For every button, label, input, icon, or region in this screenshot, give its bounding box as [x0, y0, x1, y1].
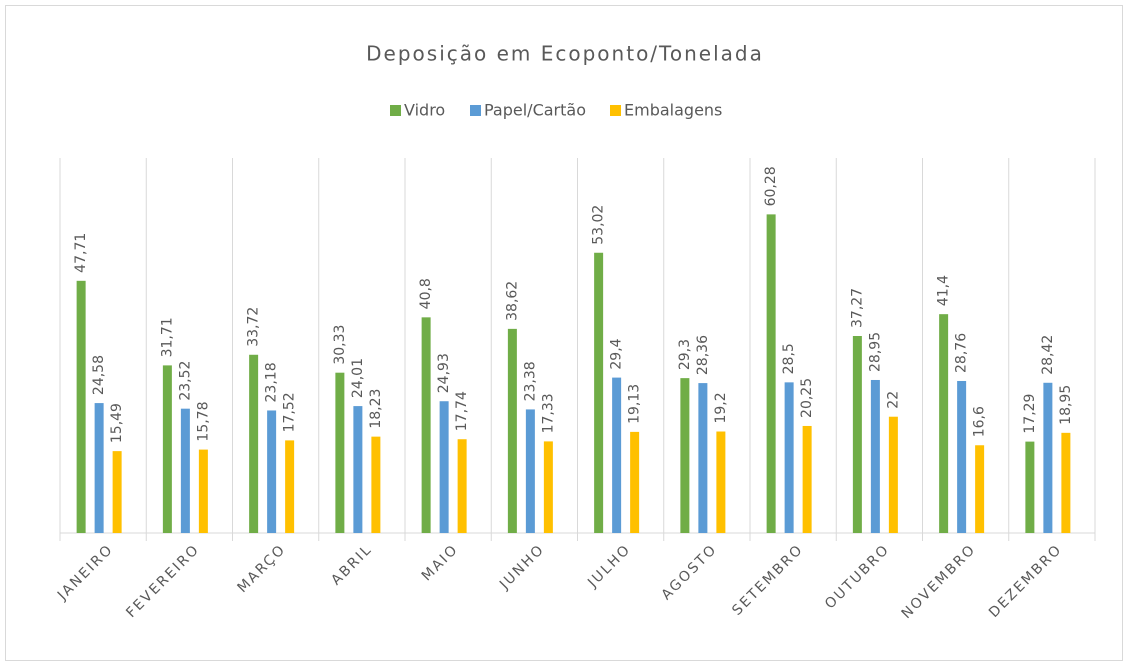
legend-label: Embalagens: [624, 101, 722, 120]
value-label: 18,23: [368, 389, 384, 429]
bar: [1061, 432, 1071, 533]
bar: [335, 372, 345, 533]
value-label: 19,2: [713, 392, 729, 423]
value-label: 28,76: [954, 333, 970, 373]
value-label: 20,25: [799, 378, 815, 418]
bar: [630, 431, 640, 533]
legend-swatch: [610, 105, 621, 116]
bar: [594, 252, 604, 533]
value-label: 15,49: [109, 403, 125, 443]
bar: [285, 440, 295, 533]
bar: [267, 410, 277, 533]
bar: [112, 451, 122, 533]
value-label: 17,29: [1022, 394, 1038, 434]
bar: [421, 317, 431, 533]
bar: [612, 377, 622, 533]
value-label: 37,27: [849, 288, 865, 328]
bar: [698, 383, 708, 533]
bar: [162, 365, 172, 533]
bar: [457, 439, 467, 533]
chart-title: Deposição em Ecoponto/Tonelada: [366, 42, 764, 66]
value-label: 17,33: [540, 393, 556, 433]
legend-swatch: [470, 105, 481, 116]
bar: [716, 431, 726, 533]
value-label: 30,33: [332, 325, 348, 365]
value-label: 28,36: [695, 335, 711, 375]
value-label: 23,52: [177, 361, 193, 401]
value-label: 24,01: [350, 358, 366, 398]
bar: [525, 409, 535, 533]
bar: [802, 425, 812, 533]
value-label: 18,95: [1058, 385, 1074, 425]
value-label: 16,6: [972, 406, 988, 437]
value-label: 29,3: [677, 339, 693, 370]
bar: [784, 382, 794, 533]
value-label: 40,8: [418, 278, 434, 309]
value-label: 31,71: [159, 317, 175, 357]
value-label: 41,4: [936, 275, 952, 306]
legend-swatch: [390, 105, 401, 116]
value-label: 47,71: [73, 233, 89, 273]
bar: [957, 380, 967, 533]
bar: [543, 441, 553, 533]
bar: [353, 406, 363, 533]
value-label: 29,4: [609, 338, 625, 369]
value-label: 23,18: [264, 362, 280, 402]
legend-label: Vidro: [404, 101, 445, 120]
bar: [371, 436, 381, 533]
value-label: 28,42: [1040, 335, 1056, 375]
bar: [680, 378, 690, 533]
bar: [766, 214, 776, 533]
bar: [1025, 441, 1035, 533]
bar: [939, 314, 949, 533]
bar: [975, 445, 985, 533]
value-label: 53,02: [591, 205, 607, 245]
bar: [888, 416, 898, 533]
value-label: 60,28: [763, 166, 779, 206]
legend-label: Papel/Cartão: [484, 101, 586, 120]
value-label: 33,72: [246, 307, 262, 347]
bar: [249, 354, 259, 533]
bar: [852, 336, 862, 533]
value-label: 38,62: [504, 281, 520, 321]
bar: [507, 328, 517, 533]
value-label: 28,95: [867, 332, 883, 372]
bar: [439, 401, 449, 533]
value-label: 22: [885, 391, 901, 409]
chart-frame: [5, 5, 1123, 661]
bar: [94, 403, 104, 533]
bar: [180, 408, 190, 533]
bar: [198, 449, 208, 533]
value-label: 28,5: [781, 343, 797, 374]
bar: [1043, 382, 1053, 533]
value-label: 17,74: [454, 391, 470, 431]
bar: [870, 379, 880, 533]
value-label: 23,38: [522, 361, 538, 401]
value-label: 24,93: [436, 353, 452, 393]
value-label: 15,78: [195, 401, 211, 441]
bar: [76, 280, 86, 533]
value-label: 24,58: [91, 355, 107, 395]
value-label: 17,52: [282, 392, 298, 432]
value-label: 19,13: [627, 384, 643, 424]
